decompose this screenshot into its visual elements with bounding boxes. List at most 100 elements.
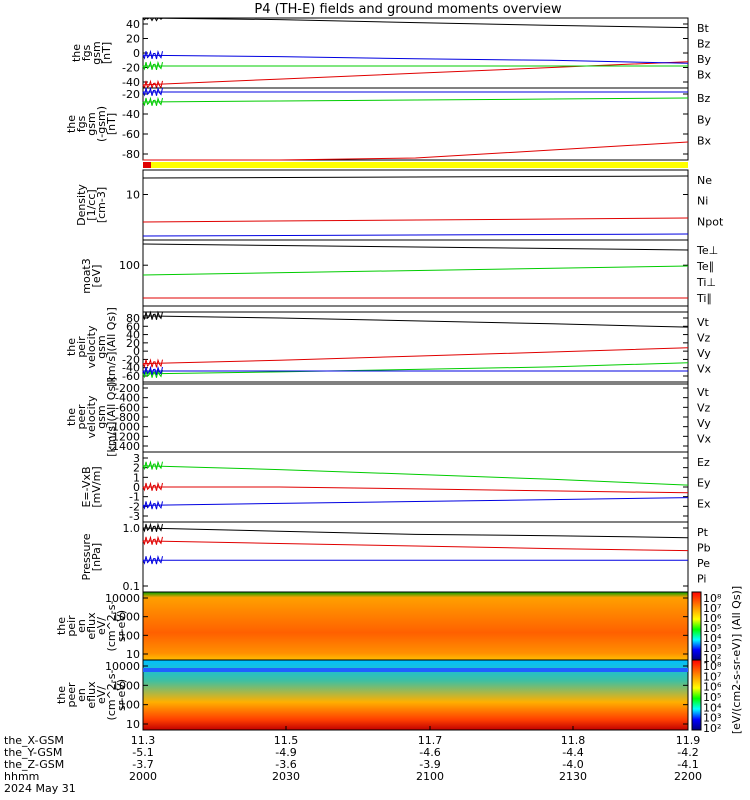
legend-peer-velocity-Vx: Vx bbox=[697, 433, 712, 446]
xaxis-row-1-value: -3.7 bbox=[132, 758, 153, 771]
ylabel-density: [cm-3] bbox=[95, 187, 108, 223]
ytick-label-peir-velocity: 0 bbox=[133, 345, 140, 358]
ylabel-peer-eflux: sr-eV) bbox=[115, 679, 128, 711]
legend-temperature-Te∥: Te∥ bbox=[696, 260, 714, 273]
xaxis-row-1-value: -3.9 bbox=[419, 758, 440, 771]
ylabel-peir-velocity: peir bbox=[75, 336, 88, 358]
series-noise-pressure-Pb bbox=[142, 535, 163, 546]
xaxis-top-value: 11.5 bbox=[274, 734, 299, 747]
series-noise-fgs-gsm-1-Bz bbox=[142, 79, 163, 90]
panel-frame-fgs-gsm-1 bbox=[142, 17, 689, 89]
ylabel-peir-velocity: gsm bbox=[95, 335, 108, 358]
xlabel-y-gsm: the_Y-GSM bbox=[4, 746, 62, 759]
ytick-label-pressure: 1.0 bbox=[123, 522, 141, 535]
ylabel-peir-eflux: sr-eV) bbox=[115, 610, 128, 642]
xaxis-row-1-value: -4.0 bbox=[562, 758, 583, 771]
ytick-label-peer-velocity: -800 bbox=[115, 411, 140, 424]
series-noise-efield-Ez bbox=[142, 481, 163, 492]
ytick-label-peir-eflux: 10 bbox=[126, 648, 140, 661]
colorbar-peer bbox=[691, 659, 702, 731]
ytick-label-peer-velocity: -1200 bbox=[108, 430, 140, 443]
ytick-label-peer-velocity: -1400 bbox=[108, 440, 140, 453]
ytick-label-peer-velocity: -400 bbox=[115, 392, 140, 405]
xaxis-row-2-value: 2000 bbox=[129, 770, 157, 783]
x-axis-labels: the_X-GSM the_Y-GSM the_Z-GSM hhmm 2024 … bbox=[4, 734, 76, 795]
ylabel-temperature: [eV] bbox=[90, 265, 103, 288]
colorbar-peer-tick: 10⁵ bbox=[703, 691, 721, 704]
xaxis-row-2-value: 2200 bbox=[674, 770, 702, 783]
ylabel-fgs-gsm-2: [nT] bbox=[105, 113, 118, 135]
xlabel-z-gsm: the_Z-GSM bbox=[4, 758, 64, 771]
ytick-label-peir-eflux: 1000 bbox=[112, 611, 140, 624]
series-noise-fgs-gsm-1-Bx bbox=[142, 49, 163, 60]
ylabel-peir-velocity: [km/s](All Qs)] bbox=[105, 307, 118, 387]
ylabel-peir-eflux: the bbox=[55, 617, 68, 635]
colorbar-peir-tick: 10⁷ bbox=[703, 602, 721, 615]
ylabel-fgs-gsm-2: fgs bbox=[75, 115, 88, 132]
xlabel-date: 2024 May 31 bbox=[4, 782, 76, 795]
ylabel-peer-velocity: the bbox=[65, 408, 78, 426]
panel-frame-density bbox=[142, 169, 689, 241]
series-fgs-gsm-2-By bbox=[142, 97, 689, 103]
series-peir-velocity-Vz bbox=[142, 347, 689, 365]
ytick-label-efield: 0 bbox=[133, 481, 140, 494]
legend-fgs-gsm-1-Bx: Bx bbox=[697, 69, 712, 82]
xaxis-row-0-value: -5.1 bbox=[132, 746, 153, 759]
xlabel-x-gsm: the_X-GSM bbox=[4, 734, 64, 747]
temp-tipar-line bbox=[142, 265, 689, 276]
series-noise-peir-velocity-Vx bbox=[142, 365, 163, 376]
series-noise-pressure-Pi bbox=[142, 554, 163, 565]
legend-temperature-Ti⊥: Ti⊥ bbox=[696, 276, 716, 289]
legend-pressure-Pe: Pe bbox=[697, 557, 710, 570]
colorbar-peir-tick: 10³ bbox=[703, 642, 721, 655]
quality-bar-red bbox=[143, 162, 151, 168]
ylabel-temperature: moat3 bbox=[80, 258, 93, 294]
ytick-label-peir-eflux: 10000 bbox=[105, 592, 140, 605]
ytick-label-peir-velocity: -40 bbox=[122, 362, 140, 375]
colorbar-peir-tick: 10⁸ bbox=[703, 592, 722, 605]
colorbar-peir bbox=[691, 591, 702, 661]
ylabel-peer-eflux: eV/ bbox=[95, 686, 108, 704]
legend-peir-velocity-Vt: Vt bbox=[697, 316, 710, 329]
ylabel-peir-velocity: the bbox=[65, 338, 78, 356]
xaxis-top-value: 11.9 bbox=[676, 734, 701, 747]
ylabel-peer-velocity: peer bbox=[75, 404, 88, 430]
series-pressure-Pt bbox=[142, 527, 689, 539]
ylabel-peir-eflux: eV/ bbox=[95, 617, 108, 635]
panel-frame-peir-velocity bbox=[142, 311, 689, 383]
colorbar-peer-tick: 10⁶ bbox=[703, 681, 722, 694]
legend-pressure-Pi: Pi bbox=[697, 573, 706, 586]
ytick-label-peer-eflux: 10000 bbox=[105, 660, 140, 673]
xaxis-row-2-value: 2100 bbox=[416, 770, 444, 783]
colorbar-peer-tick: 10³ bbox=[703, 712, 721, 725]
ytick-label-peir-eflux: 100 bbox=[119, 629, 140, 642]
ylabel-density: Density bbox=[75, 184, 88, 226]
panel-frame-pressure bbox=[142, 521, 689, 593]
ytick-label-peir-velocity: -60 bbox=[122, 370, 140, 383]
legend-pressure-Pt: Pt bbox=[697, 526, 709, 539]
ytick-label-efield: -2 bbox=[129, 500, 140, 513]
ylabel-fgs-gsm-1: gsm bbox=[90, 41, 103, 64]
xaxis-row-2-value: 2030 bbox=[272, 770, 300, 783]
legend-fgs-gsm-2-By: By bbox=[697, 113, 712, 126]
series-efield-Ex bbox=[142, 497, 689, 506]
colorbar-peer-tick: 10⁸ bbox=[703, 660, 722, 673]
colorbar-label: [eV/(cm2-s-sr-eV)] (All Qs)] bbox=[730, 586, 743, 734]
ytick-label-temperature: 100 bbox=[119, 259, 140, 272]
ytick-label-fgs-gsm-1: -40 bbox=[122, 76, 140, 89]
ylabel-peir-velocity: velocity bbox=[85, 325, 98, 368]
legend-peir-velocity-Vx: Vx bbox=[697, 363, 712, 376]
ytick-label-peer-eflux: 10 bbox=[126, 718, 140, 731]
legend-density-Ne: Ne bbox=[697, 174, 712, 187]
ylabel-fgs-gsm-1: the bbox=[70, 44, 83, 62]
ylabel-fgs-gsm-2: gsm bbox=[85, 112, 98, 135]
ytick-label-peer-eflux: 100 bbox=[119, 699, 140, 712]
series-noise-efield-Ey bbox=[142, 460, 163, 471]
xaxis-row-0-value: -4.6 bbox=[419, 746, 440, 759]
legend-density-Ni: Ni bbox=[697, 195, 708, 208]
series-noise-efield-Ex bbox=[142, 500, 163, 510]
legend-efield-Ey: Ey bbox=[697, 477, 711, 490]
ylabel-pressure: [nPa] bbox=[90, 543, 103, 571]
series-noise-fgs-gsm-1-Bt bbox=[142, 17, 163, 22]
